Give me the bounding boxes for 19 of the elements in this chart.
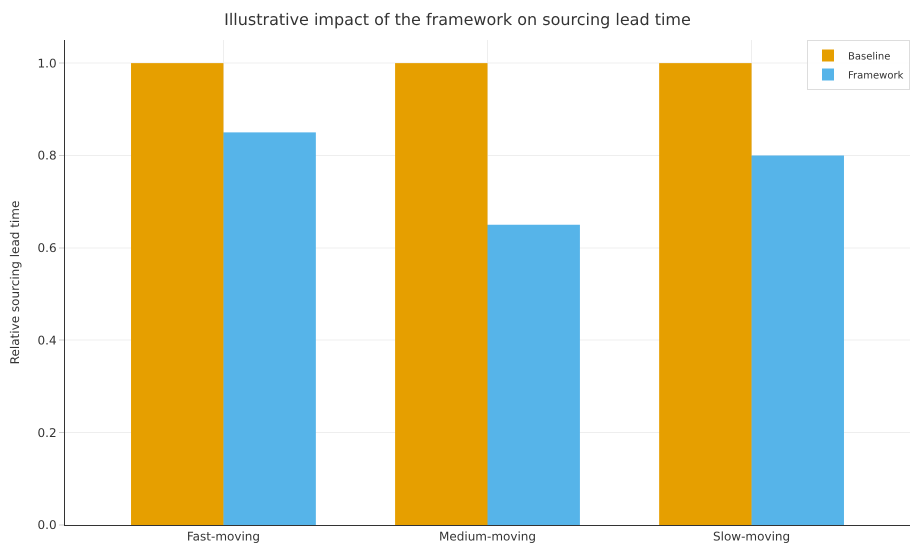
x-tick-label: Fast-moving — [186, 529, 260, 544]
y-axis-title: Relative sourcing lead time — [8, 200, 22, 364]
y-tick-label: 0.0 — [38, 518, 57, 532]
y-tick-label: 0.2 — [38, 426, 57, 440]
bar — [395, 63, 488, 525]
bar — [131, 63, 224, 525]
legend-label: Framework — [848, 70, 904, 82]
x-tick-label: Medium-moving — [438, 529, 536, 544]
y-tick-label: 0.4 — [38, 333, 57, 348]
y-tick-label: 1.0 — [38, 56, 57, 70]
chart-title: Illustrative impact of the framework on sourcing lead time — [224, 10, 691, 30]
y-tick-label: 0.8 — [38, 148, 57, 163]
x-tick-label: Slow-moving — [712, 529, 790, 544]
y-tick-label: 0.6 — [38, 241, 57, 256]
bar — [223, 132, 316, 525]
bar — [488, 224, 580, 525]
legend-label: Baseline — [848, 51, 890, 62]
bar — [659, 63, 752, 525]
bar — [752, 155, 844, 525]
